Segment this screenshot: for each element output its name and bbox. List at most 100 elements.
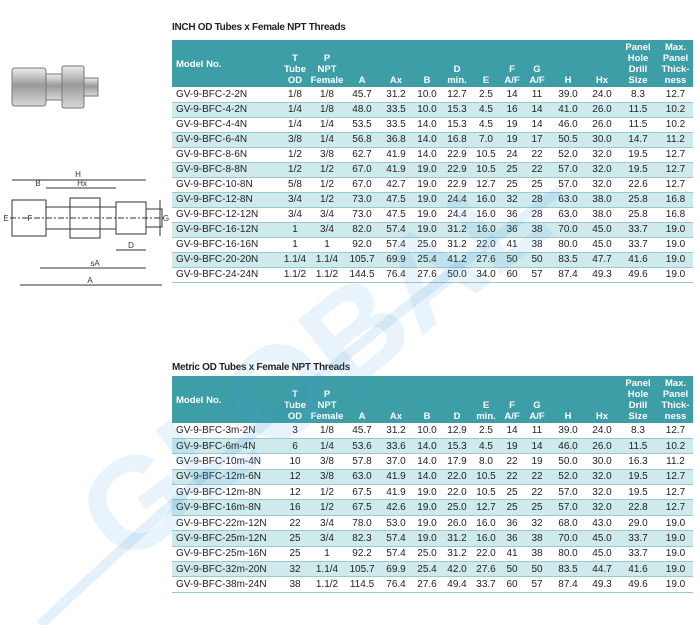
model-cell: GV-9-BFC-4-4N [172, 117, 280, 133]
header-line: OD [287, 411, 303, 422]
header-line: T [292, 389, 298, 400]
header-line: P [323, 53, 331, 64]
value-cell: 14.7 [618, 132, 658, 148]
value-cell: 1/2 [310, 192, 344, 208]
value-cell: 14 [524, 102, 550, 118]
value-cell: 41 [500, 237, 524, 253]
value-cell: 22.0 [472, 546, 500, 563]
value-cell: 41 [500, 546, 524, 563]
header-line: ness [664, 411, 687, 422]
column-header: Model No. [172, 376, 280, 423]
value-cell: 57 [524, 576, 550, 593]
value-cell: 25.0 [442, 499, 472, 516]
model-cell: GV-9-BFC-22m-12N [172, 515, 280, 532]
value-cell: 10.5 [472, 484, 500, 501]
value-cell: 45.0 [586, 222, 618, 238]
value-cell: 34.0 [472, 267, 500, 283]
header-line: E [482, 400, 490, 411]
value-cell: 19.0 [658, 561, 693, 578]
value-cell: 1.1/2 [310, 576, 344, 593]
value-cell: 70.0 [550, 222, 586, 238]
value-cell: 8.3 [618, 423, 658, 439]
value-cell: 45.0 [586, 530, 618, 547]
value-cell: 22.6 [618, 177, 658, 193]
header-line: Panel [625, 378, 651, 389]
value-cell: 32 [280, 561, 310, 578]
header-line: NPT [317, 64, 337, 75]
table-row: GV-9-BFC-6-4N 3/8 1/4 56.8 36.8 14.0 16.8 7.0 19… [172, 132, 693, 148]
value-cell: 22 [524, 162, 550, 178]
value-cell: 1/2 [310, 499, 344, 516]
header-line: Hx [595, 411, 609, 422]
value-cell: 67.0 [344, 162, 380, 178]
value-cell: 10.0 [412, 423, 442, 439]
value-cell: 41.9 [380, 162, 412, 178]
value-cell: 12 [280, 469, 310, 486]
value-cell: 78.0 [344, 515, 380, 532]
column-header: Model No. [172, 40, 280, 87]
value-cell: 62.7 [344, 147, 380, 163]
value-cell: 105.7 [344, 561, 380, 578]
value-cell: 19.0 [658, 530, 693, 547]
value-cell: 1/2 [280, 147, 310, 163]
value-cell: 30.0 [586, 132, 618, 148]
value-cell: 11.5 [618, 117, 658, 133]
value-cell: 22.9 [442, 147, 472, 163]
value-cell: 57.0 [550, 177, 586, 193]
model-cell: GV-9-BFC-2-2N [172, 87, 280, 103]
drawing-label: H [75, 170, 81, 179]
value-cell: 1.1/2 [280, 267, 310, 283]
value-cell: 5/8 [280, 177, 310, 193]
value-cell: 49.6 [618, 267, 658, 283]
value-cell: 1/4 [310, 132, 344, 148]
value-cell: 25 [524, 177, 550, 193]
table-body: GV-9-BFC-3m-2N 3 1/8 45.7 31.2 10.0 12.9 2.5 14 1… [172, 423, 693, 593]
column-header: A [344, 376, 380, 423]
model-cell: GV-9-BFC-25m-16N [172, 546, 280, 563]
value-cell: 12.7 [658, 469, 693, 486]
value-cell: 19.0 [658, 237, 693, 253]
table-row: GV-9-BFC-8-8N 1/2 1/2 67.0 41.9 19.0 22.9 10.5 2… [172, 162, 693, 178]
model-cell: GV-9-BFC-10m-4N [172, 453, 280, 470]
value-cell: 22.0 [442, 469, 472, 486]
column-header: Max. Panel Thick-ness [658, 376, 693, 423]
value-cell: 38 [524, 530, 550, 547]
header-line: D [453, 411, 461, 422]
value-cell: 14.0 [412, 147, 442, 163]
value-cell: 8.3 [618, 87, 658, 103]
value-cell: 10.2 [658, 102, 693, 118]
header-line: OD [287, 75, 303, 86]
drawing-labels: H Hx B E F G D sA A [3, 170, 169, 285]
value-cell: 12.7 [442, 87, 472, 103]
value-cell: 31.2 [442, 222, 472, 238]
value-cell: 24.4 [442, 207, 472, 223]
value-cell: 22.0 [472, 237, 500, 253]
value-cell: 19.0 [658, 267, 693, 283]
value-cell: 76.4 [380, 576, 412, 593]
value-cell: 4.5 [472, 117, 500, 133]
table-row: GV-9-BFC-12m-6N 12 3/8 63.0 41.9 14.0 22.0 10.5… [172, 469, 693, 486]
value-cell: 63.0 [550, 192, 586, 208]
model-cell: GV-9-BFC-6m-4N [172, 438, 280, 455]
value-cell: 19.0 [412, 177, 442, 193]
value-cell: 17.9 [442, 453, 472, 470]
value-cell: 50 [524, 252, 550, 268]
header-line: A/F [529, 411, 545, 422]
header-line: Model No. [176, 394, 222, 406]
column-header: F A/F [500, 40, 524, 87]
header-line: ness [664, 75, 687, 86]
header-line: F [509, 64, 515, 75]
value-cell: 19 [524, 453, 550, 470]
table-row: GV-9-BFC-12m-8N 12 1/2 67.5 41.9 19.0 22.0 10.5… [172, 484, 693, 501]
value-cell: 3/8 [310, 469, 344, 486]
value-cell: 83.5 [550, 561, 586, 578]
value-cell: 53.6 [344, 438, 380, 455]
value-cell: 25 [280, 530, 310, 547]
value-cell: 92.0 [344, 237, 380, 253]
header-line: E [482, 75, 490, 86]
column-header: H [550, 40, 586, 87]
value-cell: 8.0 [472, 453, 500, 470]
value-cell: 38 [280, 576, 310, 593]
value-cell: 41.6 [618, 252, 658, 268]
value-cell: 33.5 [380, 117, 412, 133]
